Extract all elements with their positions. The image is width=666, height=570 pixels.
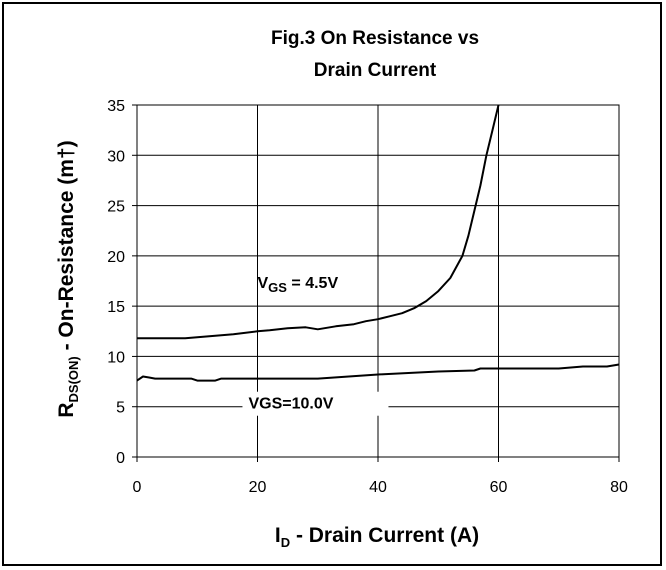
- y-tick-label: 35: [107, 98, 125, 115]
- y-tick-label: 0: [116, 450, 125, 467]
- series-label-2: VGS=10.0V: [248, 396, 333, 413]
- series-group: [136, 104, 620, 382]
- x-tick-label: 0: [133, 479, 142, 496]
- series-line-2: [136, 363, 620, 382]
- y-axis-label: RDS(ON) - On-Resistance (m†): [55, 140, 81, 417]
- x-axis-ticks: 0 20 40 60 80: [133, 457, 628, 496]
- x-axis-label: ID - Drain Current (A): [275, 524, 479, 550]
- y-tick-label: 15: [107, 299, 125, 316]
- series-label-1: VGS = 4.5V: [258, 275, 339, 295]
- y-tick-label: 30: [107, 148, 125, 165]
- series-line-1: [137, 104, 500, 340]
- x-tick-label: 80: [610, 479, 628, 496]
- series-label-background: [242, 391, 389, 416]
- x-tick-label: 20: [249, 479, 267, 496]
- chart-title-line1: Fig.3 On Resistance vs: [271, 28, 479, 49]
- x-tick-label: 40: [369, 479, 387, 496]
- chart-title-line2: Drain Current: [314, 60, 437, 81]
- y-tick-label: 25: [107, 199, 125, 216]
- y-tick-label: 5: [116, 400, 125, 417]
- y-tick-label: 20: [107, 249, 125, 266]
- y-axis-ticks: 0 5 10 15 20 25 30 35: [107, 98, 137, 467]
- y-tick-label: 10: [107, 349, 125, 366]
- x-tick-label: 60: [490, 479, 508, 496]
- series-labels: VGS = 4.5V VGS=10.0V: [242, 275, 389, 416]
